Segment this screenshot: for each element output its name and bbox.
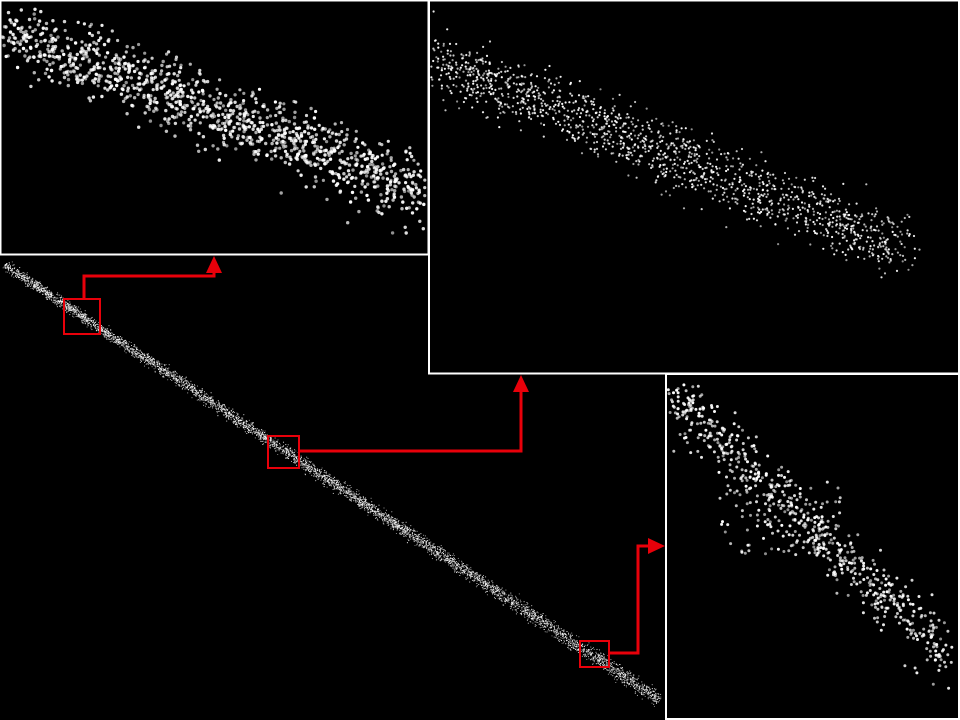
arrowhead-right [648,538,665,554]
arrowhead-up [513,375,529,392]
arrow-lower-to-bottom-right [609,538,665,655]
inset-top-left [0,0,430,256]
zoom-region-upper [63,298,101,335]
inset-bottom-right-points [666,383,954,690]
inset-bottom-right-border [665,373,960,720]
overview-panel [2,261,662,707]
inset-top-left-points [0,7,427,235]
inset-bottom-right [665,373,960,720]
inset-top-right [428,0,960,375]
arrowhead-up [206,256,222,273]
arrow-upper-to-top-left [82,256,222,299]
arrow-middle-to-top-right [299,375,529,453]
overview-point-cloud [2,261,662,707]
inset-top-right-points [430,10,921,279]
